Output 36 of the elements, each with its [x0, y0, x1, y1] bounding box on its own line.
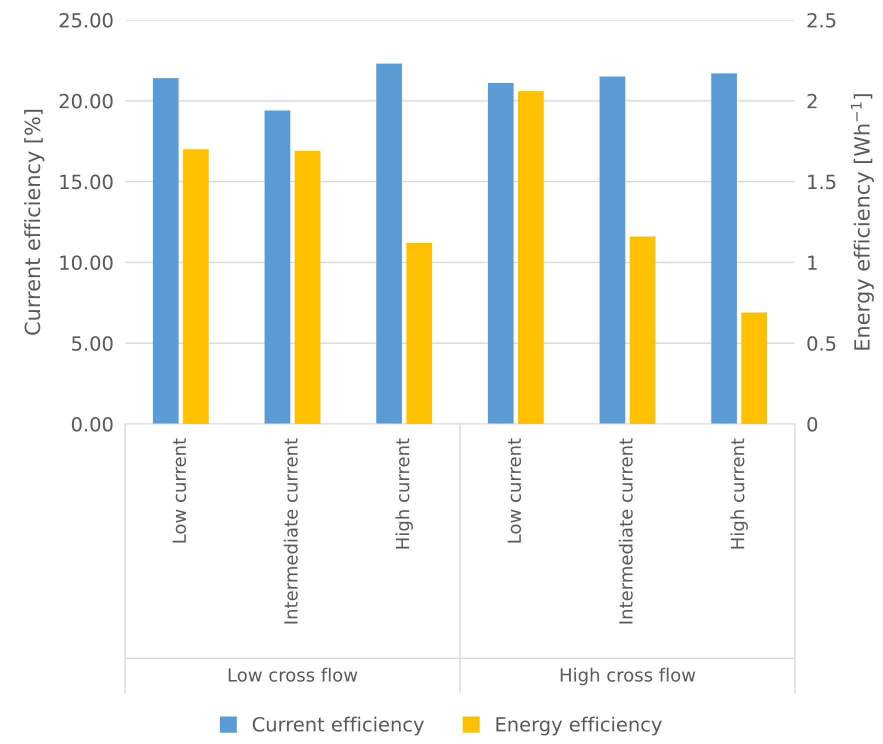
bar — [183, 149, 209, 424]
y2-tick-label: 2 — [808, 94, 817, 108]
bar — [741, 312, 768, 424]
y-tick-label: 5.00 — [72, 336, 113, 351]
x-tick-label: Low current — [508, 438, 522, 543]
x-tick-label: Low current — [172, 438, 186, 543]
x-tick-label: Intermediate current — [618, 438, 633, 624]
legend-label: Energy efficiency — [496, 716, 662, 736]
text: Low cross flow — [228, 668, 358, 682]
x-tick-label: High current — [730, 438, 748, 548]
bar — [630, 236, 656, 424]
y2-tick-label: 1 — [808, 256, 817, 270]
y2-tick-label: 0 — [807, 416, 818, 432]
y-tick-label: 25.00 — [60, 12, 113, 28]
y-tick-label: 0.00 — [72, 416, 113, 432]
y2-tick-label: 2.5 — [808, 12, 836, 28]
y2-tick-label: 1.5 — [808, 174, 836, 190]
bar — [376, 64, 402, 424]
bar — [152, 78, 179, 424]
y2-axis-title: Energy efficiency [Wh$^{−1}$] — [850, 94, 874, 350]
y2-tick-label: 0.5 — [807, 336, 836, 351]
y-axis-title: Current efficiency [%] — [24, 110, 44, 335]
y-tick-label: 15.00 — [60, 174, 113, 190]
bar — [264, 110, 290, 424]
bar — [600, 76, 626, 424]
text: High cross flow — [560, 668, 696, 686]
bar — [488, 83, 514, 424]
y-tick-label: 10.00 — [60, 255, 113, 270]
x-tick-label: Intermediate current — [284, 438, 298, 624]
bar — [294, 150, 320, 424]
bar — [711, 73, 737, 424]
bar — [406, 243, 432, 424]
x-tick-label: High current — [395, 438, 413, 548]
bar — [518, 91, 544, 424]
y-tick-label: 20.00 — [60, 94, 113, 108]
legend-label: Current efficiency — [252, 716, 424, 736]
